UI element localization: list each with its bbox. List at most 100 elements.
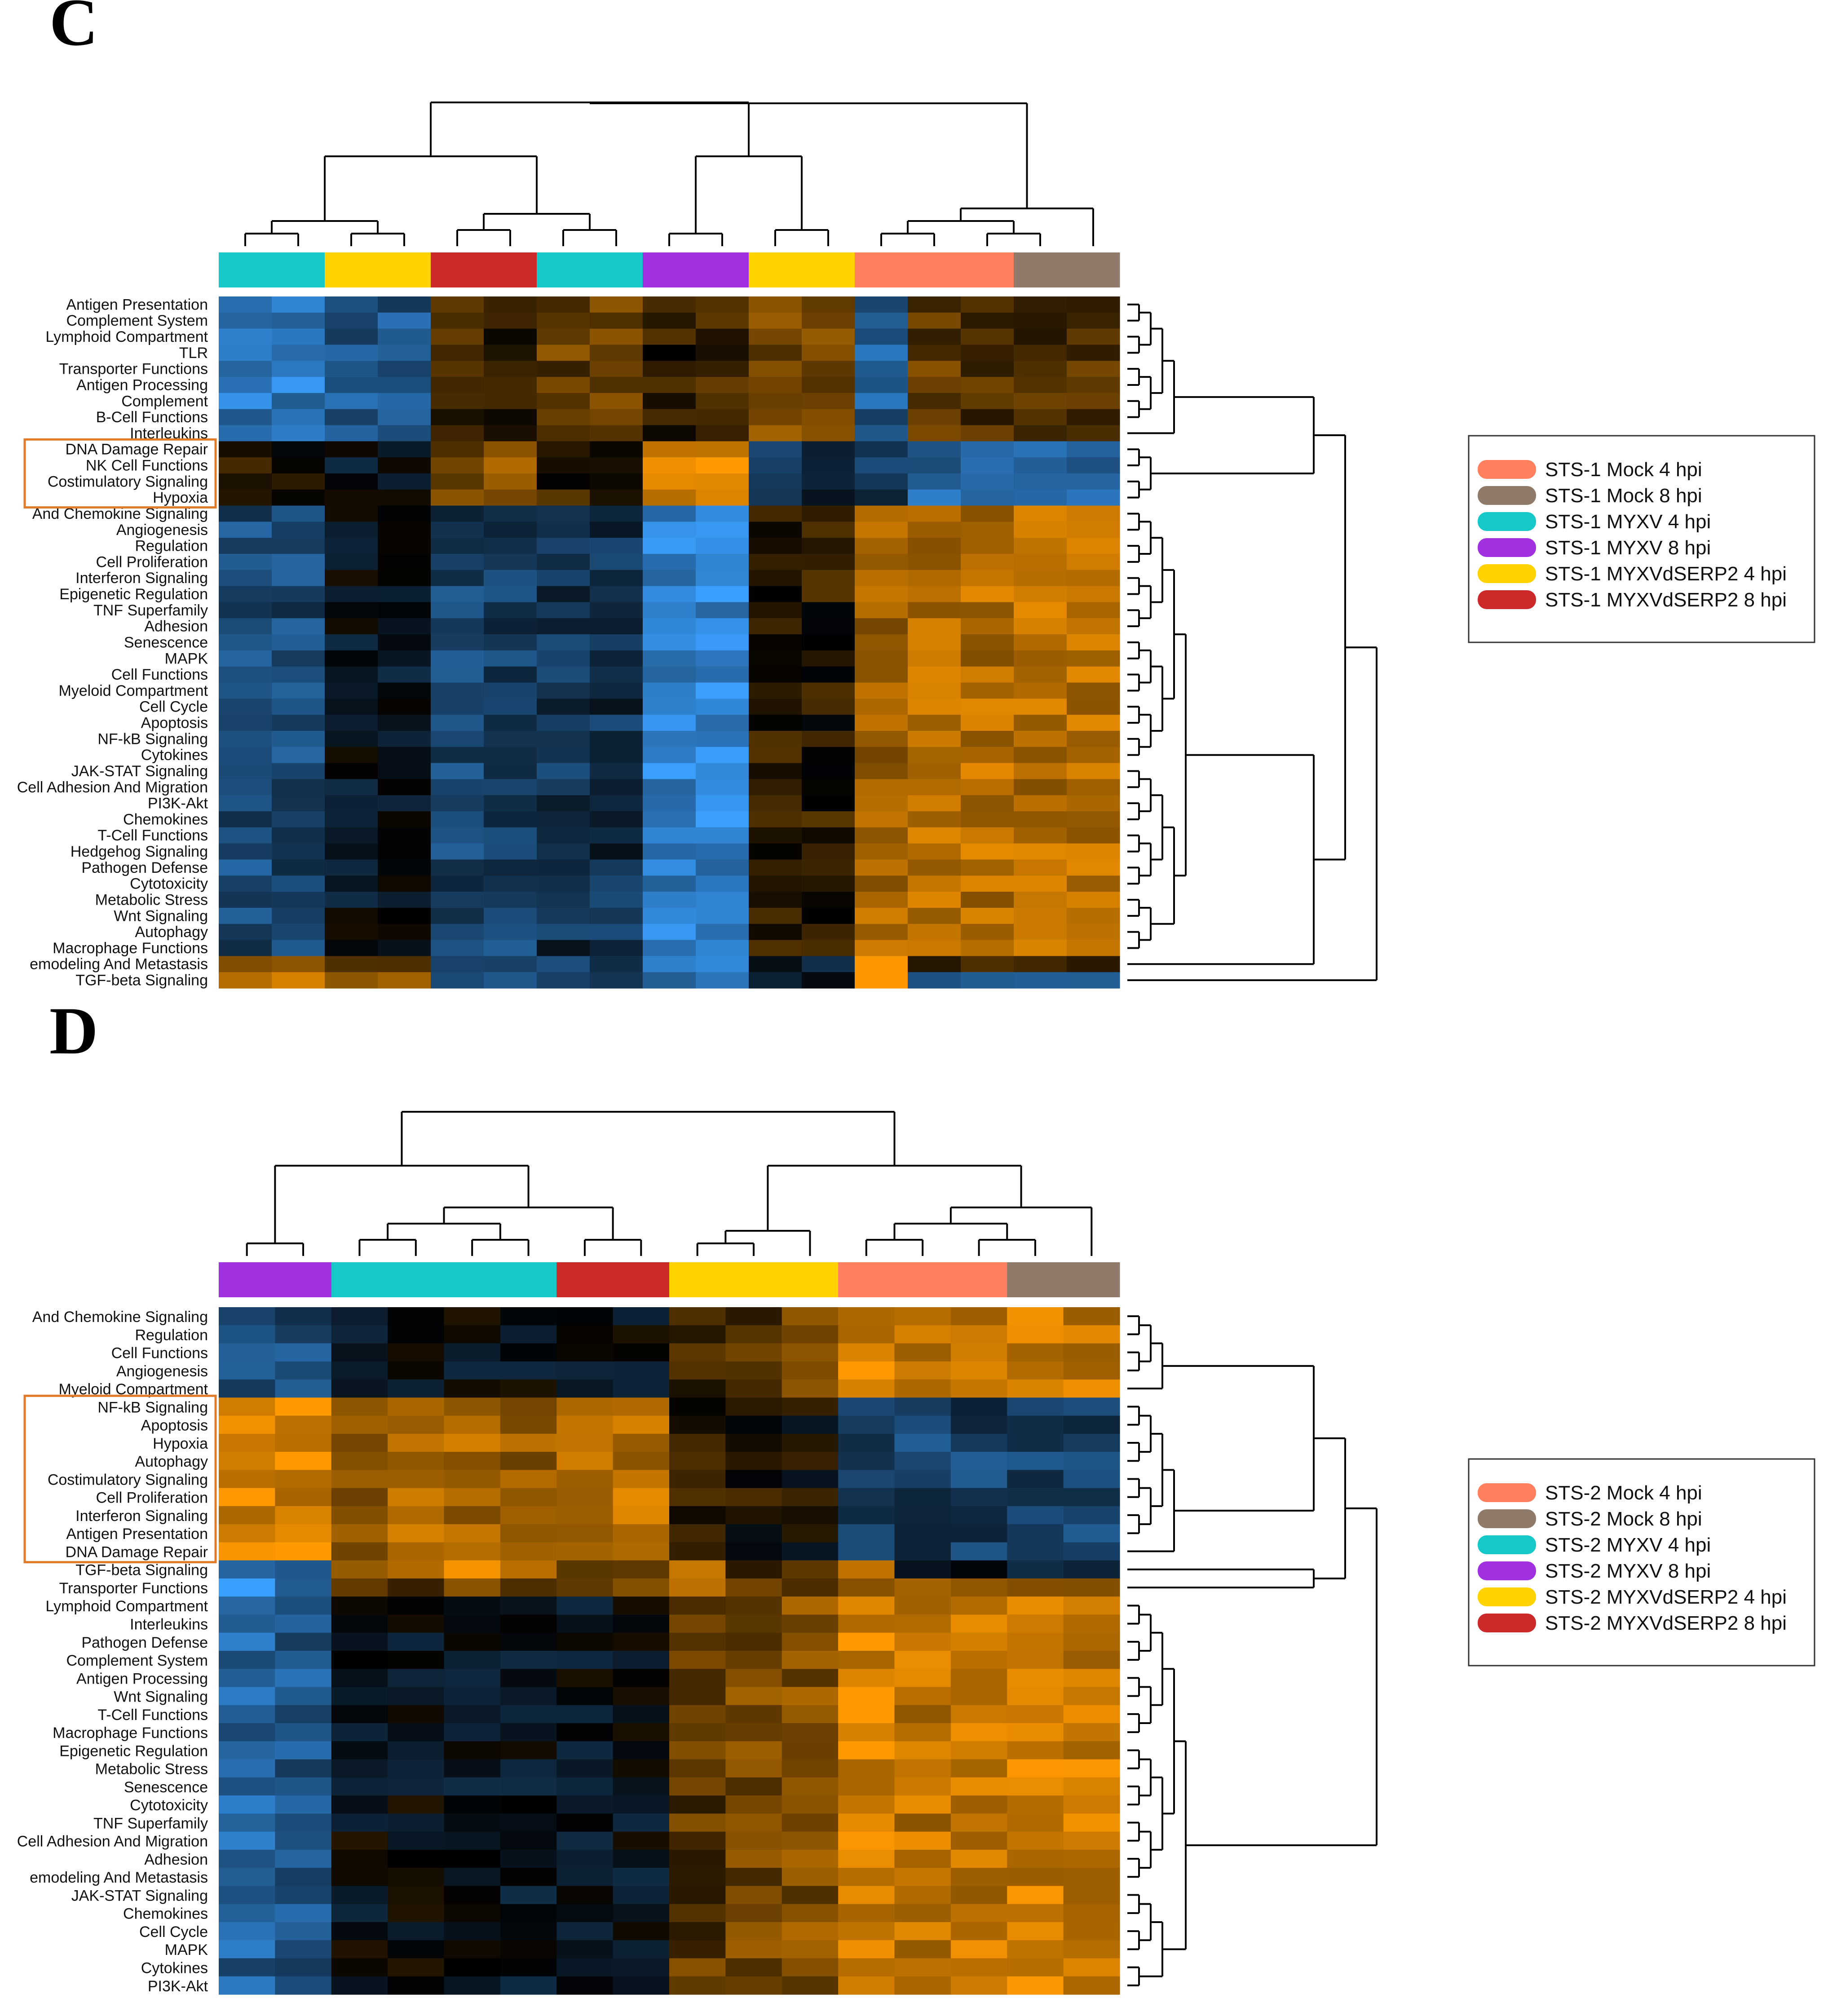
heatmap-cell bbox=[749, 441, 802, 458]
heatmap-cell bbox=[275, 1651, 332, 1669]
heatmap-cell bbox=[894, 1705, 951, 1724]
heatmap-cell bbox=[1014, 505, 1067, 522]
heatmap-cell bbox=[643, 956, 696, 973]
row-label: Complement bbox=[121, 393, 208, 410]
heatmap-cell bbox=[219, 1488, 275, 1507]
heatmap-cell bbox=[1063, 1831, 1120, 1850]
heatmap-cell bbox=[500, 1415, 557, 1434]
heatmap-cell bbox=[388, 1578, 445, 1597]
heatmap-cell bbox=[669, 1705, 726, 1724]
column-group-bar bbox=[219, 252, 325, 287]
row-label: Metabolic Stress bbox=[95, 1761, 208, 1778]
heatmap-cell bbox=[325, 779, 378, 796]
heatmap-cell bbox=[1067, 522, 1120, 538]
heatmap-cell bbox=[272, 425, 325, 442]
heatmap-cell bbox=[590, 634, 643, 651]
heatmap-cell bbox=[219, 1433, 275, 1452]
legend-label: STS-1 MYXV 8 hpi bbox=[1545, 537, 1711, 559]
heatmap-cell bbox=[908, 618, 961, 635]
heatmap-cell bbox=[613, 1958, 670, 1977]
heatmap-cell bbox=[219, 811, 272, 828]
row-label: NK Cell Functions bbox=[86, 457, 208, 474]
heatmap-cell bbox=[894, 1632, 951, 1651]
heatmap-cell bbox=[1007, 1325, 1064, 1344]
heatmap-cell bbox=[908, 522, 961, 538]
heatmap-cell bbox=[1014, 859, 1067, 876]
heatmap-cell bbox=[431, 586, 484, 603]
heatmap-cell bbox=[272, 345, 325, 361]
heatmap-cell bbox=[431, 361, 484, 377]
heatmap-cell bbox=[961, 328, 1014, 345]
legend-label: STS-1 Mock 8 hpi bbox=[1545, 485, 1702, 507]
heatmap-cell bbox=[908, 666, 961, 683]
heatmap-cell bbox=[500, 1868, 557, 1887]
heatmap-cell bbox=[669, 1651, 726, 1669]
heatmap-cell bbox=[331, 1397, 388, 1416]
heatmap-cell bbox=[696, 586, 749, 603]
heatmap-cell bbox=[556, 1343, 614, 1362]
heatmap-cell bbox=[537, 699, 590, 715]
heatmap-cell bbox=[275, 1488, 332, 1507]
heatmap-cell bbox=[894, 1542, 951, 1561]
row-label: Metabolic Stress bbox=[95, 891, 208, 908]
heatmap-cell bbox=[1063, 1813, 1120, 1832]
heatmap-cell bbox=[1063, 1596, 1120, 1615]
heatmap-cell bbox=[219, 522, 272, 538]
heatmap-cell bbox=[1007, 1795, 1064, 1814]
heatmap-cell bbox=[537, 522, 590, 538]
heatmap-cell bbox=[444, 1687, 501, 1706]
heatmap-cell bbox=[961, 682, 1014, 699]
heatmap-cell bbox=[950, 1831, 1007, 1850]
heatmap-cell bbox=[696, 843, 749, 860]
heatmap-cell bbox=[219, 1542, 275, 1561]
heatmap-cell bbox=[908, 747, 961, 764]
heatmap-cell bbox=[378, 666, 431, 683]
heatmap-cell bbox=[219, 1723, 275, 1742]
heatmap-cell bbox=[484, 972, 537, 989]
heatmap-cell bbox=[961, 634, 1014, 651]
heatmap-cell bbox=[484, 747, 537, 764]
heatmap-cell bbox=[749, 554, 802, 570]
heatmap-cell bbox=[388, 1542, 445, 1561]
heatmap-cell bbox=[590, 602, 643, 619]
heatmap-cell bbox=[537, 650, 590, 667]
heatmap-cell bbox=[749, 345, 802, 361]
heatmap-cell bbox=[643, 650, 696, 667]
heatmap-cell bbox=[643, 892, 696, 908]
heatmap-cell bbox=[669, 1632, 726, 1651]
heatmap-cell bbox=[537, 602, 590, 619]
heatmap-cell bbox=[1067, 795, 1120, 812]
heatmap-cell bbox=[613, 1687, 670, 1706]
heatmap-cell bbox=[782, 1470, 839, 1489]
row-label: Senescence bbox=[124, 634, 208, 651]
heatmap-cell bbox=[272, 827, 325, 844]
heatmap-cell bbox=[431, 907, 484, 924]
heatmap-cell bbox=[961, 538, 1014, 554]
heatmap-cell bbox=[1014, 602, 1067, 619]
heatmap-cell bbox=[500, 1741, 557, 1760]
heatmap-cell bbox=[855, 715, 908, 731]
heatmap-cell bbox=[613, 1397, 670, 1416]
highlight-box bbox=[23, 438, 217, 509]
heatmap-cell bbox=[272, 650, 325, 667]
heatmap-cell bbox=[272, 538, 325, 554]
row-label: B-Cell Functions bbox=[96, 409, 208, 426]
heatmap-cell bbox=[590, 795, 643, 812]
heatmap-cell bbox=[725, 1741, 782, 1760]
heatmap-cell bbox=[219, 1415, 275, 1434]
heatmap-cell bbox=[431, 666, 484, 683]
heatmap-cell bbox=[325, 972, 378, 989]
heatmap-cell bbox=[325, 859, 378, 876]
heatmap-cell bbox=[838, 1795, 895, 1814]
heatmap-cell bbox=[725, 1976, 782, 1995]
row-label: Lymphoid Compartment bbox=[45, 328, 208, 345]
heatmap-cell bbox=[275, 1940, 332, 1959]
row-label: Apoptosis bbox=[141, 1417, 208, 1434]
heatmap-cell bbox=[613, 1307, 670, 1326]
heatmap-cell bbox=[331, 1813, 388, 1832]
heatmap-cell bbox=[950, 1596, 1007, 1615]
heatmap-cell bbox=[749, 730, 802, 747]
heatmap-cell bbox=[331, 1795, 388, 1814]
heatmap-cell bbox=[950, 1614, 1007, 1633]
heatmap-cell bbox=[590, 763, 643, 780]
